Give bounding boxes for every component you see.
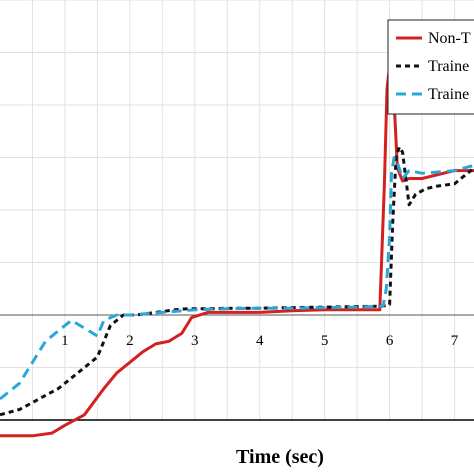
series-group [0, 64, 474, 438]
legend-label-trained-black: Traine [428, 58, 469, 75]
x-tick-label: 3 [191, 333, 199, 349]
legend: Non-T Traine Traine [387, 19, 474, 115]
x-tick-label: 7 [451, 333, 459, 349]
series-line-1 [0, 145, 474, 417]
x-tick-label: 2 [126, 333, 134, 349]
series-line-0 [0, 64, 474, 438]
x-axis-title: Time (sec) [236, 446, 324, 468]
plot-frame [0, 314, 474, 421]
x-tick-labels: 1 2 3 4 5 6 7 [61, 333, 459, 349]
legend-label-non-t: Non-T [428, 30, 471, 47]
x-tick-label: 4 [256, 333, 264, 349]
legend-label-trained-blue: Traine [428, 86, 469, 103]
series-line-2 [0, 156, 474, 401]
x-tick-label: 6 [386, 333, 394, 349]
legend-box [387, 19, 474, 115]
x-tick-label: 1 [61, 333, 69, 349]
x-tick-label: 5 [321, 333, 329, 349]
